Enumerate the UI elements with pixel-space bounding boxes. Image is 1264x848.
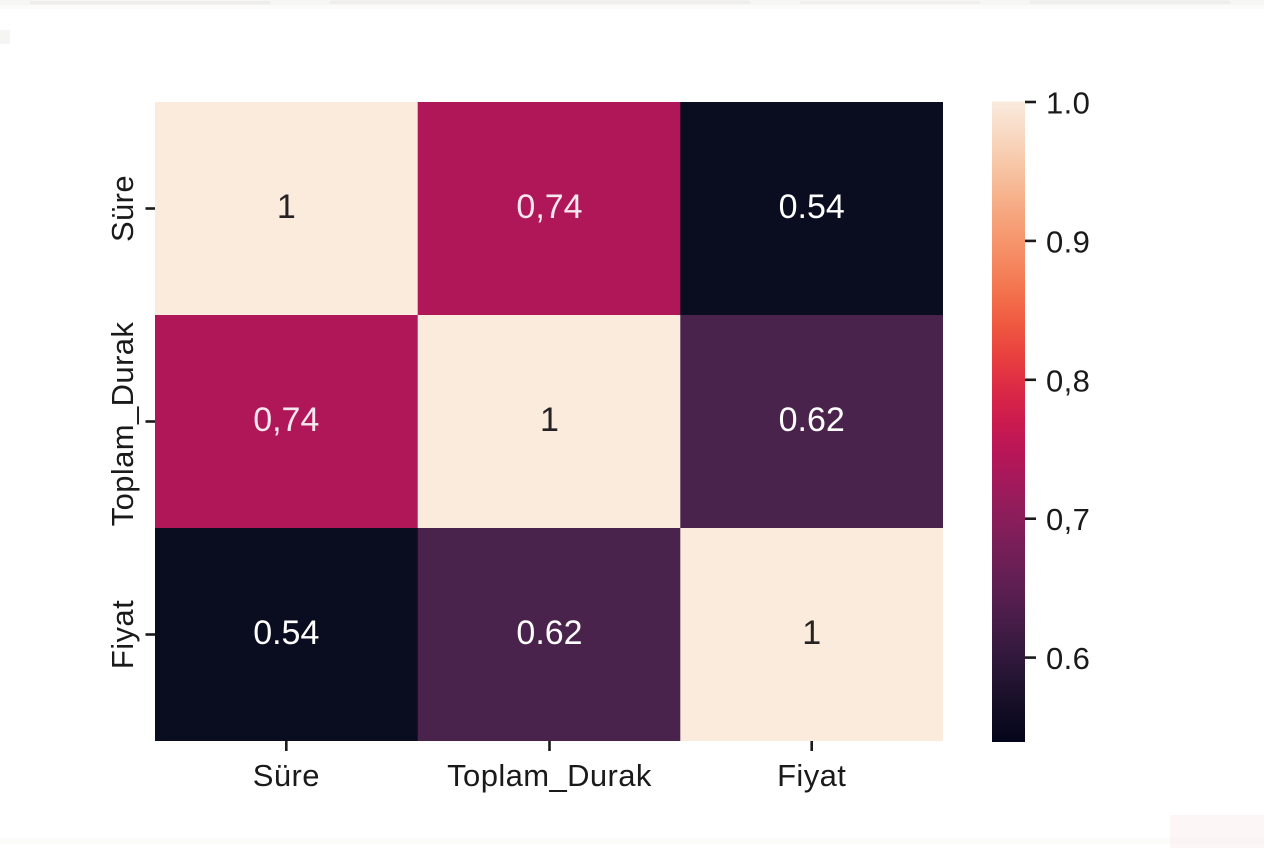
svg-text:1: 1	[802, 614, 821, 652]
svg-text:0.54: 0.54	[253, 614, 319, 652]
svg-text:1: 1	[277, 188, 296, 226]
svg-text:Toplam_Durak: Toplam_Durak	[447, 758, 652, 793]
svg-text:0,8: 0,8	[1046, 363, 1090, 398]
svg-text:0.62: 0.62	[516, 614, 582, 652]
svg-text:Süre: Süre	[253, 758, 320, 793]
svg-text:Fiyat: Fiyat	[105, 600, 140, 669]
svg-text:0,74: 0,74	[516, 188, 582, 226]
svg-text:0.54: 0.54	[779, 188, 845, 226]
svg-text:0,74: 0,74	[253, 401, 319, 439]
svg-text:0,7: 0,7	[1046, 502, 1090, 537]
svg-text:1.0: 1.0	[1046, 86, 1090, 121]
svg-text:Toplam_Durak: Toplam_Durak	[105, 322, 140, 527]
svg-text:0.9: 0.9	[1046, 224, 1090, 259]
svg-text:0.6: 0.6	[1046, 641, 1090, 676]
svg-text:1: 1	[540, 401, 559, 439]
svg-text:Süre: Süre	[105, 175, 140, 242]
svg-text:Fiyat: Fiyat	[777, 758, 846, 793]
svg-text:0.62: 0.62	[779, 401, 845, 439]
